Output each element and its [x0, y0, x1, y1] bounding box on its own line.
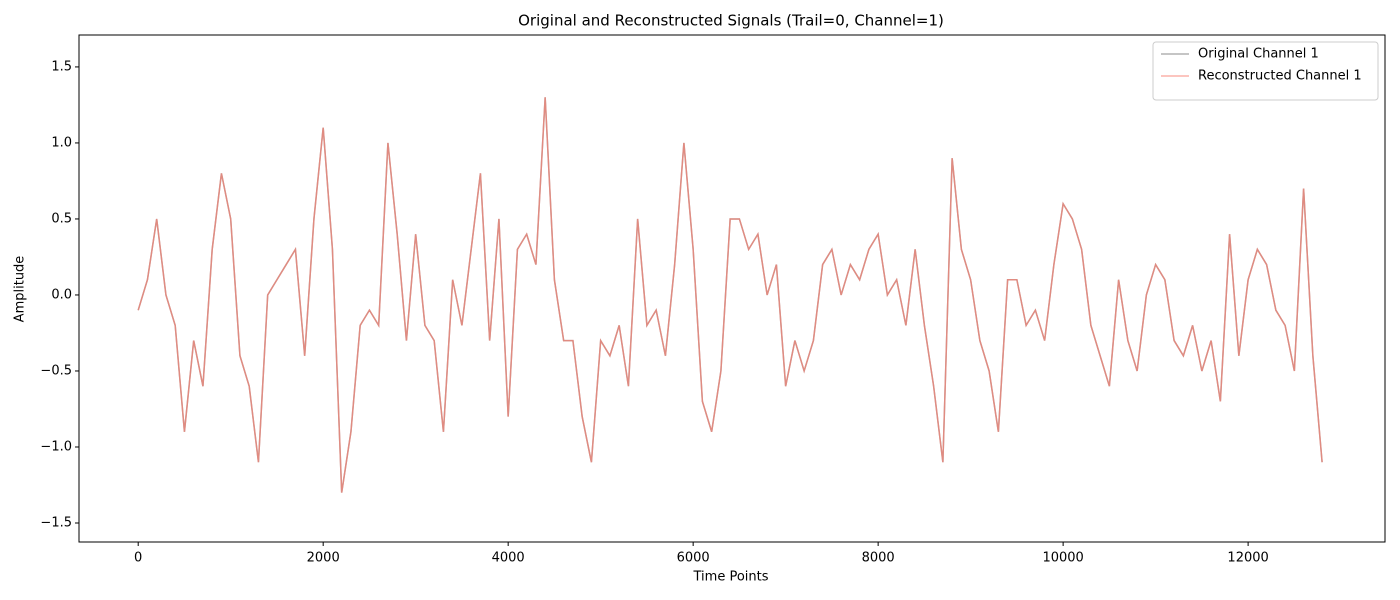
plot-frame [78, 34, 1386, 543]
y-tick-label: 0.5 [51, 211, 72, 226]
y-tick-label: 0.0 [51, 287, 72, 302]
y-axis-label: Amplitude [13, 256, 28, 323]
series-line [137, 97, 1323, 493]
x-axis-label: Time Points [693, 570, 769, 585]
x-tick-label: 10000 [1042, 551, 1083, 566]
x-tick-label: 0 [134, 551, 142, 566]
x-tick-label: 12000 [1227, 551, 1268, 566]
y-tick-label: −1.5 [40, 515, 72, 530]
legend-label: Reconstructed Channel 1 [1198, 69, 1362, 84]
x-tick-label: 6000 [677, 551, 710, 566]
y-tick-label: −0.5 [40, 363, 72, 378]
x-tick-label: 4000 [492, 551, 525, 566]
y-tick-label: 1.0 [51, 135, 72, 150]
chart-title: Original and Reconstructed Signals (Trai… [518, 12, 944, 30]
legend-box [1152, 41, 1379, 101]
x-tick-label: 8000 [862, 551, 895, 566]
legend-label: Original Channel 1 [1198, 47, 1319, 62]
x-tick-label: 2000 [307, 551, 340, 566]
y-tick-label: −1.0 [40, 439, 72, 454]
y-tick-label: 1.5 [51, 59, 72, 74]
